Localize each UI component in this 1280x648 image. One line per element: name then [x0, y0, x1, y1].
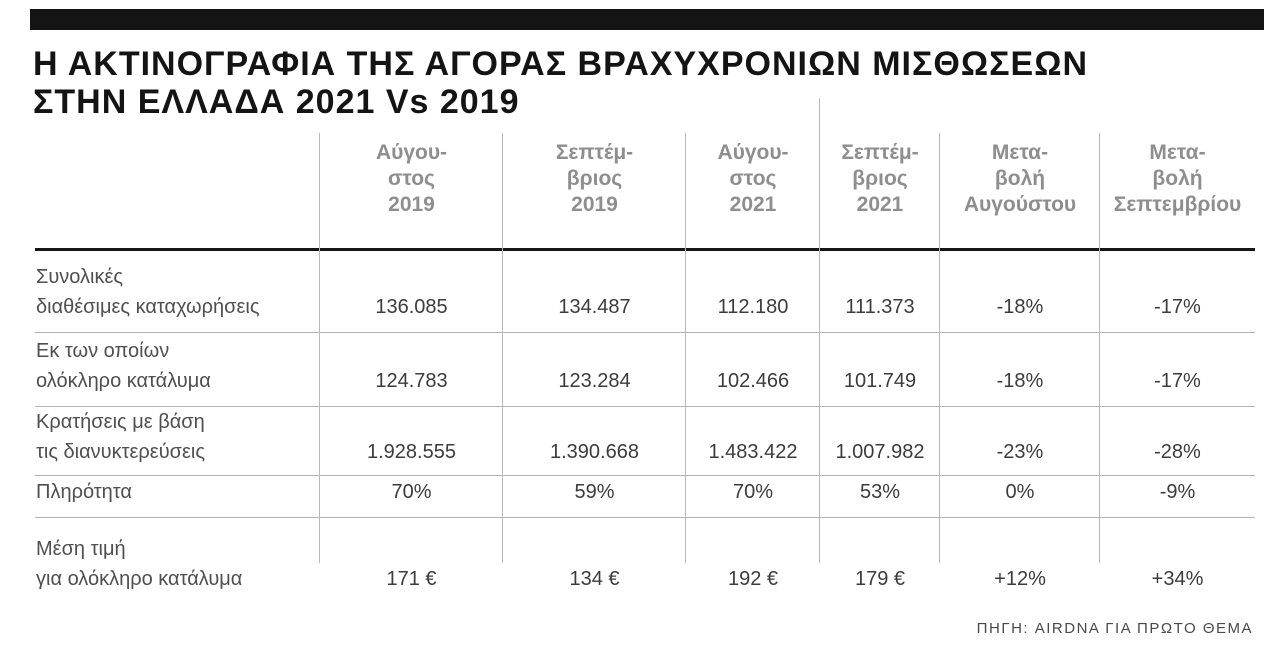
row-label: Κρατήσεις με βάση τις διανυκτερεύσεις	[35, 407, 320, 477]
column-divider	[502, 133, 503, 564]
header-line: 2019	[571, 193, 618, 217]
table-row: Πληρότητα 70% 59% 70% 53% 0% -9%	[35, 476, 1255, 519]
cell-value: -17%	[1154, 296, 1201, 319]
top-accent-bar	[30, 9, 1264, 30]
data-table: Αύγου- στος 2019 Σεπτέμ- βριος 2019 Αύγο…	[35, 98, 1255, 604]
header-line: Αύγου-	[375, 141, 448, 165]
row-label-line: Συνολικές	[36, 266, 124, 289]
header-line: 2021	[729, 193, 777, 217]
cell-value: -23%	[996, 441, 1044, 464]
page-title-line-2: ΣΤΗΝ ΕΛΛΑΔΑ 2021 Vs 2019	[33, 83, 520, 122]
infographic-page: Η ΑΚΤΙΝΟΓΡΑΦΙΑ ΤΗΣ ΑΓΟΡΑΣ ΒΡΑΧΥΧΡΟΝΙΩΝ Μ…	[0, 9, 1280, 637]
cell-value: 1.007.982	[835, 441, 925, 464]
header-line: στος	[388, 167, 435, 191]
column-header-august-2021: Αύγου- στος 2021	[686, 131, 820, 218]
row-label: Μέση τιμή για ολόκληρο κατάλυμα	[35, 534, 320, 604]
column-header-august-2019: Αύγου- στος 2019	[320, 131, 503, 218]
header-line: 2019	[388, 193, 435, 217]
column-divider	[939, 133, 940, 564]
column-header-change-september: Μετα- βολή Σεπτεμβρίου	[1100, 131, 1255, 218]
header-line: Μετα-	[1149, 141, 1206, 165]
row-label-line: τις διανυκτερεύσεις	[36, 441, 206, 464]
cell-value: 124.783	[375, 370, 448, 393]
source-credit: ΠΗΓΗ: AIRDNA ΓΙΑ ΠΡΩΤΟ ΘΕΜΑ	[976, 620, 1253, 638]
cell-value: 59%	[574, 481, 615, 504]
cell-value: -9%	[1159, 481, 1196, 504]
cell-value: -28%	[1154, 441, 1201, 464]
cell-value: 53%	[859, 481, 901, 504]
table-row: Συνολικές διαθέσιμες καταχωρήσεις 136.08…	[35, 251, 1255, 334]
column-header-september-2021: Σεπτέμ- βριος 2021	[820, 131, 940, 218]
header-line: βριος	[852, 167, 908, 191]
header-line: βολή	[994, 167, 1046, 191]
row-label-line: για ολόκληρο κατάλυμα	[36, 568, 243, 591]
row-label: Πληρότητα	[35, 477, 320, 517]
cell-value: 1.928.555	[367, 441, 456, 464]
cell-value: +12%	[994, 568, 1046, 591]
table-row: Εκ των οποίων ολόκληρο κατάλυμα 124.783 …	[35, 333, 1255, 408]
cell-value: 102.466	[716, 370, 790, 393]
cell-value: 112.180	[717, 296, 789, 319]
header-line: Σεπτεμβρίου	[1113, 193, 1242, 217]
column-divider	[685, 133, 686, 564]
table-header-row: Αύγου- στος 2019 Σεπτέμ- βριος 2019 Αύγο…	[35, 131, 1255, 252]
column-header-change-august: Μετα- βολή Αυγούστου	[940, 131, 1100, 218]
row-label: Εκ των οποίων ολόκληρο κατάλυμα	[35, 336, 320, 406]
cell-value: -17%	[1154, 370, 1201, 393]
header-line: βολή	[1152, 167, 1203, 191]
header-line: Αυγούστου	[963, 193, 1077, 217]
table-row: Κρατήσεις με βάση τις διανυκτερεύσεις 1.…	[35, 407, 1255, 477]
header-line: στος	[729, 167, 777, 191]
column-divider	[1099, 133, 1100, 564]
cell-value: 171 €	[386, 568, 437, 591]
header-line: βριος	[566, 167, 623, 191]
cell-value: 101.749	[843, 370, 917, 393]
column-divider	[319, 133, 320, 564]
page-title: Η ΑΚΤΙΝΟΓΡΑΦΙΑ ΤΗΣ ΑΓΟΡΑΣ ΒΡΑΧΥΧΡΟΝΙΩΝ Μ…	[33, 45, 1260, 121]
cell-value: 70%	[732, 481, 774, 504]
cell-value: 179 €	[854, 568, 906, 591]
cell-value: 1.483.422	[708, 441, 798, 464]
header-line: Μετα-	[991, 141, 1049, 165]
cell-value: 134.487	[558, 296, 631, 319]
row-label-line: Πληρότητα	[36, 481, 132, 504]
cell-value: -18%	[996, 296, 1044, 319]
column-divider	[819, 98, 820, 564]
cell-value: 70%	[391, 481, 432, 504]
cell-value: 111.373	[845, 296, 915, 319]
header-line: 2021	[856, 193, 904, 217]
cell-value: 136.085	[375, 296, 448, 319]
row-label-line: διαθέσιμες καταχωρήσεις	[36, 296, 260, 319]
row-label-line: Μέση τιμή	[36, 538, 126, 561]
column-header-september-2019: Σεπτέμ- βριος 2019	[503, 131, 686, 218]
row-label-line: ολόκληρο κατάλυμα	[36, 370, 211, 393]
header-line: Αύγου-	[717, 141, 789, 165]
cell-value: 1.390.668	[550, 441, 639, 464]
row-label-line: Εκ των οποίων	[36, 340, 170, 363]
cell-value: 192 €	[727, 568, 779, 591]
row-label: Συνολικές διαθέσιμες καταχωρήσεις	[35, 262, 320, 332]
cell-value: 123.284	[558, 370, 631, 393]
table-row: Μέση τιμή για ολόκληρο κατάλυμα 171 € 13…	[35, 518, 1255, 604]
cell-value: -18%	[996, 370, 1044, 393]
cell-value: 0%	[1005, 481, 1035, 504]
header-line: Σεπτέμ-	[841, 141, 919, 165]
header-line: Σεπτέμ-	[555, 141, 634, 165]
page-title-line-1: Η ΑΚΤΙΝΟΓΡΑΦΙΑ ΤΗΣ ΑΓΟΡΑΣ ΒΡΑΧΥΧΡΟΝΙΩΝ Μ…	[33, 45, 1089, 83]
cell-value: 134 €	[569, 568, 620, 591]
row-label-line: Κρατήσεις με βάση	[36, 411, 205, 434]
cell-value: +34%	[1151, 568, 1204, 591]
